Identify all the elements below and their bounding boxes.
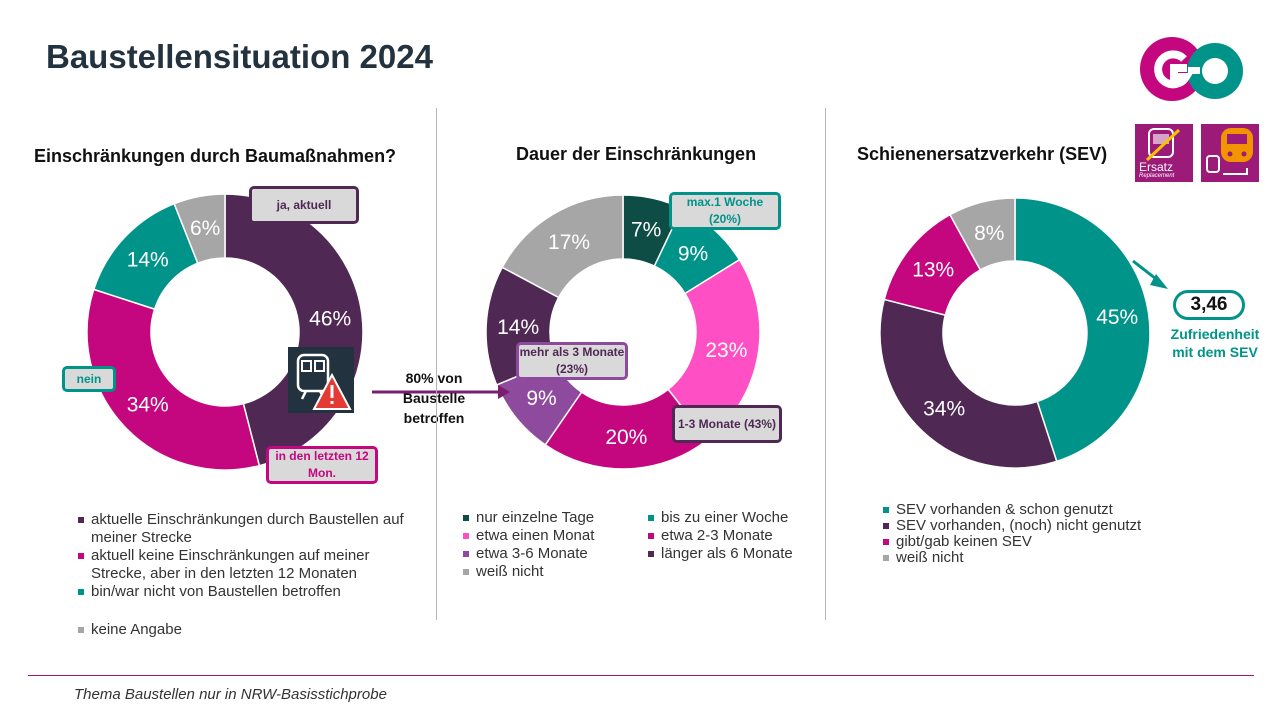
legend-swatch bbox=[78, 589, 84, 595]
legend-swatch bbox=[78, 627, 84, 633]
legend-label: etwa einen Monat bbox=[476, 527, 595, 544]
legend-chart1: aktuelle Einschränkungen durch Baustelle… bbox=[78, 511, 408, 639]
donut2-label-1: 9% bbox=[678, 243, 708, 266]
ersatz-label: Ersatz bbox=[1139, 160, 1174, 174]
legend-item: aktuelle Einschränkungen durch Baustelle… bbox=[78, 511, 408, 547]
donut1-label-3: 6% bbox=[190, 217, 220, 240]
go-logo bbox=[1140, 37, 1243, 101]
legend-swatch bbox=[883, 523, 889, 529]
legend-label: etwa 2-3 Monate bbox=[661, 527, 773, 544]
legend-item: aktuell keine Einschränkungen auf meiner… bbox=[78, 547, 408, 583]
page-title: Baustellensituation 2024 bbox=[46, 38, 433, 75]
legend-swatch bbox=[648, 551, 654, 557]
donut1-label-2: 14% bbox=[127, 248, 169, 271]
sev-score-label: Zufriedenheit mit dem SEV bbox=[1170, 326, 1260, 360]
callout-ja-aktuell: ja, aktuell bbox=[249, 186, 359, 224]
legend-label: bis zu einer Woche bbox=[661, 509, 789, 526]
legend-swatch bbox=[883, 507, 889, 513]
donut3-label-1: 34% bbox=[923, 397, 965, 420]
legend-item: keine Angabe bbox=[78, 621, 408, 639]
legend-swatch bbox=[78, 553, 84, 559]
legend-label: aktuell keine Einschränkungen auf meiner… bbox=[91, 547, 370, 582]
legend-item: etwa einen Monat bbox=[463, 527, 643, 545]
donut2-label-3: 20% bbox=[605, 426, 647, 449]
donut2-label-0: 7% bbox=[631, 219, 661, 242]
legend-item: nur einzelne Tage bbox=[463, 509, 643, 527]
legend-item: SEV vorhanden & schon genutzt bbox=[883, 502, 1183, 518]
legend-swatch bbox=[648, 533, 654, 539]
legend-col-left: nur einzelne Tage etwa einen Monat etwa … bbox=[463, 509, 643, 581]
chart1-title: Einschränkungen durch Baumaßnahmen? bbox=[34, 146, 397, 166]
donut2-label-6: 17% bbox=[548, 231, 590, 254]
donut2-label-4: 9% bbox=[526, 387, 556, 410]
score-arrow-head bbox=[1150, 274, 1168, 289]
donut3-label-2: 13% bbox=[912, 259, 954, 282]
donut2-slice-6 bbox=[501, 194, 624, 299]
footer-note: Thema Baustellen nur in NRW-Basisstichpr… bbox=[74, 686, 387, 703]
divider-right bbox=[825, 108, 826, 620]
donut1-slice-3 bbox=[173, 193, 226, 265]
legend-item: SEV vorhanden, (noch) nicht genutzt bbox=[883, 518, 1183, 534]
donut1-label-0: 46% bbox=[309, 308, 351, 331]
donut3-slice-3 bbox=[948, 197, 1016, 271]
callout-mehr-als-3-monate: mehr als 3 Monate (23%) bbox=[516, 342, 628, 380]
legend-label: SEV vorhanden & schon genutzt bbox=[896, 501, 1113, 518]
legend-chart3: SEV vorhanden & schon genutzt SEV vorhan… bbox=[883, 502, 1183, 566]
donut2-label-5: 14% bbox=[497, 316, 539, 339]
callout-max-1-woche: max.1 Woche (20%) bbox=[669, 192, 781, 230]
train-warning-icon bbox=[288, 347, 354, 413]
legend-label: keine Angabe bbox=[91, 621, 182, 638]
legend-swatch bbox=[648, 515, 654, 521]
legend-item: gibt/gab keinen SEV bbox=[883, 534, 1183, 550]
donut3-slice-1 bbox=[879, 298, 1058, 469]
donut3-label-3: 8% bbox=[974, 222, 1004, 245]
chart2-title: Dauer der Einschränkungen bbox=[516, 144, 757, 164]
legend-swatch bbox=[463, 551, 469, 557]
ersatz-replacement-icon: Ersatz Replacement bbox=[1135, 124, 1193, 182]
bus-transfer-icon bbox=[1201, 124, 1259, 182]
legend-item: etwa 3-6 Monate bbox=[463, 545, 643, 563]
legend-item: weiß nicht bbox=[883, 550, 1183, 566]
legend-item: länger als 6 Monate bbox=[648, 545, 823, 563]
footer-divider bbox=[28, 675, 1254, 676]
legend-col-right: bis zu einer Woche etwa 2-3 Monate länge… bbox=[648, 509, 823, 563]
divider-left bbox=[436, 108, 437, 620]
annotation-betroffen: 80% von Baustelle betroffen bbox=[402, 370, 466, 426]
legend-swatch bbox=[463, 515, 469, 521]
legend-label: aktuelle Einschränkungen durch Baustelle… bbox=[91, 511, 404, 546]
legend-label: weiß nicht bbox=[476, 563, 544, 580]
arrow-head bbox=[498, 385, 510, 399]
legend-item: etwa 2-3 Monate bbox=[648, 527, 823, 545]
legend-label: weiß nicht bbox=[896, 549, 964, 566]
legend-label: nur einzelne Tage bbox=[476, 509, 595, 526]
legend-swatch bbox=[463, 533, 469, 539]
legend-label: etwa 3-6 Monate bbox=[476, 545, 588, 562]
legend-swatch bbox=[883, 539, 889, 545]
chart3-title: Schienenersatzverkehr (SEV) bbox=[857, 144, 1108, 164]
legend-label: gibt/gab keinen SEV bbox=[896, 533, 1032, 550]
donut3-slice-0 bbox=[1014, 197, 1151, 463]
legend-label: bin/war nicht von Baustellen betroffen bbox=[91, 583, 341, 600]
callout-1-3-monate: 1-3 Monate (43%) bbox=[672, 405, 782, 443]
donut2-label-2: 23% bbox=[705, 339, 747, 362]
legend-swatch bbox=[463, 569, 469, 575]
sev-score-badge: 3,46 bbox=[1173, 290, 1245, 320]
legend-label: SEV vorhanden, (noch) nicht genutzt bbox=[896, 517, 1142, 534]
legend-swatch bbox=[78, 517, 84, 523]
legend-item: bis zu einer Woche bbox=[648, 509, 823, 527]
donut1-label-1: 34% bbox=[127, 394, 169, 417]
donut3-label-0: 45% bbox=[1096, 306, 1138, 329]
callout-nein: nein bbox=[62, 366, 116, 392]
legend-swatch bbox=[883, 555, 889, 561]
ersatz-sub-label: Replacement bbox=[1139, 173, 1175, 179]
legend-item: bin/war nicht von Baustellen betroffen bbox=[78, 583, 408, 601]
legend-label: länger als 6 Monate bbox=[661, 545, 793, 562]
callout-letzte-12-monate: in den letzten 12 Mon. bbox=[266, 446, 378, 484]
donut1-slice-1 bbox=[86, 288, 261, 471]
legend-item: weiß nicht bbox=[463, 563, 643, 581]
